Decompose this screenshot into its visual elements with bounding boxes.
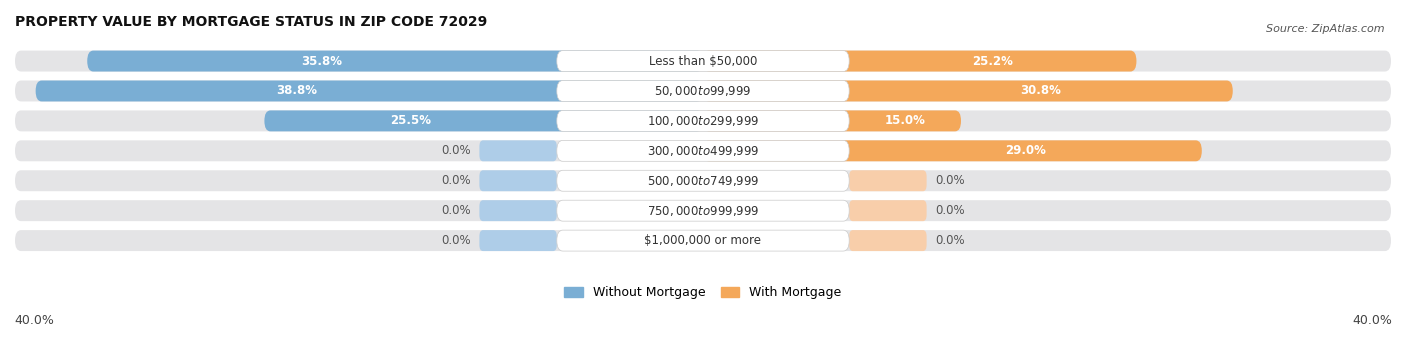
Text: 15.0%: 15.0% [884, 114, 925, 128]
FancyBboxPatch shape [15, 170, 1391, 191]
FancyBboxPatch shape [15, 80, 1391, 101]
Text: 25.2%: 25.2% [973, 55, 1014, 68]
FancyBboxPatch shape [15, 50, 1391, 72]
Text: 25.5%: 25.5% [389, 114, 432, 128]
Text: 38.8%: 38.8% [276, 85, 316, 98]
FancyBboxPatch shape [557, 170, 849, 191]
FancyBboxPatch shape [849, 200, 927, 221]
FancyBboxPatch shape [703, 80, 1233, 101]
Text: $750,000 to $999,999: $750,000 to $999,999 [647, 204, 759, 218]
FancyBboxPatch shape [15, 200, 1391, 221]
FancyBboxPatch shape [849, 230, 927, 251]
Text: Source: ZipAtlas.com: Source: ZipAtlas.com [1267, 24, 1385, 34]
FancyBboxPatch shape [557, 200, 849, 221]
Text: 0.0%: 0.0% [441, 204, 471, 217]
FancyBboxPatch shape [15, 140, 1391, 161]
Text: 35.8%: 35.8% [301, 55, 343, 68]
Text: 40.0%: 40.0% [14, 314, 53, 327]
FancyBboxPatch shape [264, 110, 703, 131]
FancyBboxPatch shape [479, 170, 557, 191]
FancyBboxPatch shape [15, 230, 1391, 251]
FancyBboxPatch shape [703, 50, 1136, 72]
Text: $100,000 to $299,999: $100,000 to $299,999 [647, 114, 759, 128]
FancyBboxPatch shape [703, 140, 1202, 161]
FancyBboxPatch shape [479, 200, 557, 221]
Text: PROPERTY VALUE BY MORTGAGE STATUS IN ZIP CODE 72029: PROPERTY VALUE BY MORTGAGE STATUS IN ZIP… [15, 15, 488, 29]
Text: 0.0%: 0.0% [441, 144, 471, 157]
FancyBboxPatch shape [87, 50, 703, 72]
Legend: Without Mortgage, With Mortgage: Without Mortgage, With Mortgage [564, 286, 842, 299]
Text: $500,000 to $749,999: $500,000 to $749,999 [647, 174, 759, 188]
Text: $300,000 to $499,999: $300,000 to $499,999 [647, 144, 759, 158]
Text: 0.0%: 0.0% [441, 234, 471, 247]
Text: Less than $50,000: Less than $50,000 [648, 55, 758, 68]
FancyBboxPatch shape [557, 50, 849, 72]
Text: 0.0%: 0.0% [935, 174, 965, 187]
FancyBboxPatch shape [557, 110, 849, 131]
Text: 40.0%: 40.0% [1353, 314, 1392, 327]
FancyBboxPatch shape [557, 230, 849, 251]
Text: 0.0%: 0.0% [935, 234, 965, 247]
FancyBboxPatch shape [15, 110, 1391, 131]
Text: 0.0%: 0.0% [441, 174, 471, 187]
Text: 29.0%: 29.0% [1005, 144, 1046, 157]
Text: 0.0%: 0.0% [935, 204, 965, 217]
FancyBboxPatch shape [557, 80, 849, 101]
Text: $1,000,000 or more: $1,000,000 or more [644, 234, 762, 247]
FancyBboxPatch shape [479, 230, 557, 251]
Text: 30.8%: 30.8% [1021, 85, 1062, 98]
FancyBboxPatch shape [35, 80, 703, 101]
FancyBboxPatch shape [703, 110, 960, 131]
FancyBboxPatch shape [557, 140, 849, 161]
FancyBboxPatch shape [849, 170, 927, 191]
FancyBboxPatch shape [479, 140, 557, 161]
Text: $50,000 to $99,999: $50,000 to $99,999 [654, 84, 752, 98]
